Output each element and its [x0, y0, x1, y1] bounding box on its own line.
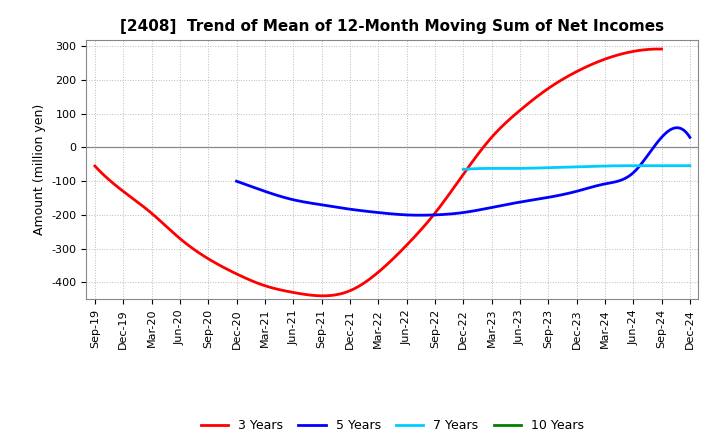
7 Years	[459, 167, 468, 172]
5 Years	[415, 213, 424, 218]
5 Years	[233, 179, 241, 184]
5 Years	[504, 202, 513, 207]
7 Years	[459, 167, 467, 172]
Line: 7 Years: 7 Years	[463, 166, 690, 169]
7 Years	[665, 163, 674, 169]
3 Years	[606, 55, 615, 60]
5 Years	[616, 178, 624, 183]
7 Years	[651, 163, 660, 169]
5 Years	[685, 135, 694, 140]
5 Years	[234, 179, 243, 184]
5 Years	[672, 125, 680, 130]
7 Years	[593, 164, 602, 169]
5 Years	[644, 151, 653, 156]
3 Years	[318, 293, 327, 298]
3 Years	[439, 199, 448, 205]
3 Years	[657, 46, 666, 51]
Legend: 3 Years, 5 Years, 7 Years, 10 Years: 3 Years, 5 Years, 7 Years, 10 Years	[196, 414, 589, 437]
3 Years	[92, 165, 101, 171]
7 Years	[641, 163, 649, 169]
Line: 5 Years: 5 Years	[237, 128, 690, 215]
7 Years	[685, 163, 694, 169]
3 Years	[428, 214, 436, 219]
3 Years	[430, 212, 438, 217]
Title: [2408]  Trend of Mean of 12-Month Moving Sum of Net Incomes: [2408] Trend of Mean of 12-Month Moving …	[120, 19, 665, 34]
7 Years	[598, 164, 606, 169]
3 Years	[570, 70, 579, 75]
7 Years	[594, 164, 603, 169]
3 Years	[655, 46, 664, 51]
3 Years	[91, 163, 99, 169]
5 Years	[502, 202, 510, 207]
Line: 3 Years: 3 Years	[95, 49, 662, 296]
Y-axis label: Amount (million yen): Amount (million yen)	[33, 104, 46, 235]
5 Years	[511, 200, 520, 205]
